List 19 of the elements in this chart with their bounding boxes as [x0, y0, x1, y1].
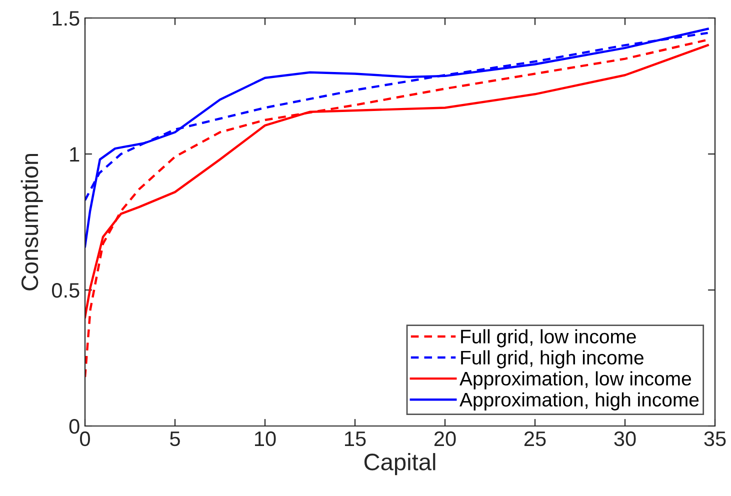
x-tick-label: 20: [434, 431, 456, 446]
y-tick-label: 0.5: [52, 283, 80, 298]
y-tick-label: 0: [69, 419, 80, 434]
y-tick-label: 1.5: [52, 11, 80, 26]
x-tick-label: 0: [80, 431, 90, 446]
legend-label: Full grid, low income: [461, 329, 636, 348]
x-tick-label: 30: [614, 431, 636, 446]
x-tick-label: 15: [345, 432, 366, 446]
x-tick-label: 5: [170, 432, 180, 446]
x-tick-label: 25: [524, 431, 546, 446]
line-series: [85, 28, 709, 248]
legend-label: Full grid, high income: [461, 350, 644, 368]
x-tick-label: 35: [704, 431, 726, 446]
legend-label: Approximation, high income: [460, 392, 699, 410]
legend-label: Approximation, low income: [460, 371, 692, 390]
x-tick-label: 10: [255, 431, 276, 446]
x-axis-title: Capital: [364, 453, 436, 476]
y-tick-label: 1: [70, 147, 80, 162]
y-axis-title: Consumption: [20, 154, 43, 290]
